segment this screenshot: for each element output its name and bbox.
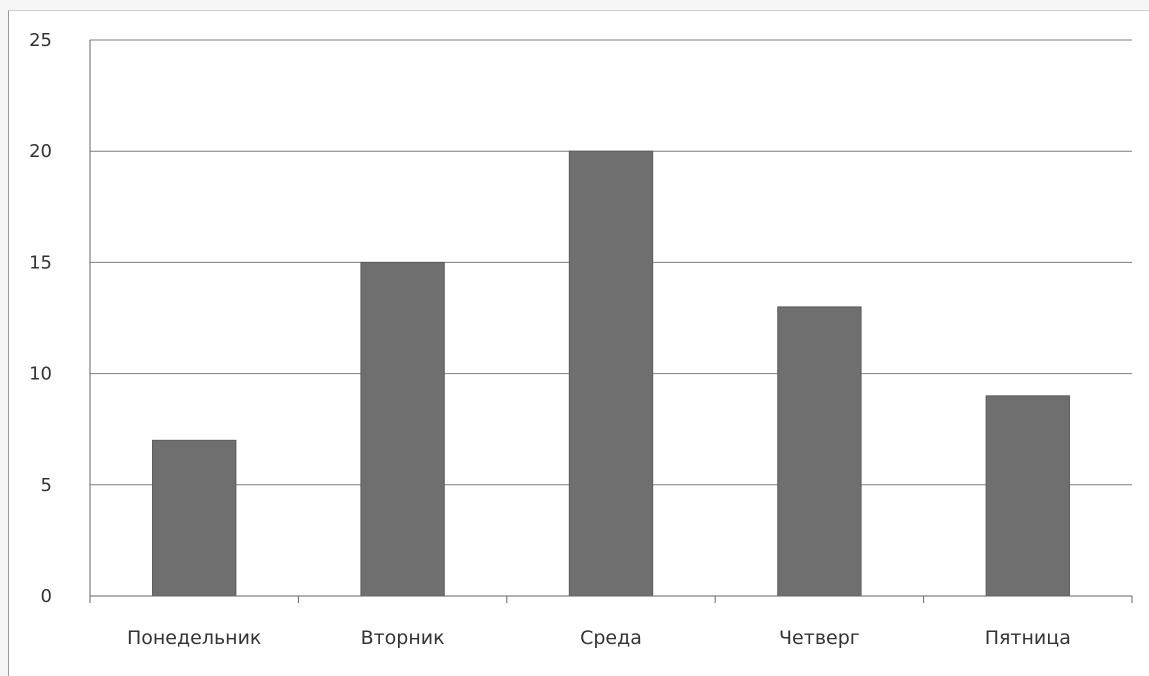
y-tick-label: 5 <box>41 475 52 496</box>
bars <box>152 150 1070 597</box>
axes <box>89 40 1133 603</box>
y-tick-label: 15 <box>29 252 52 273</box>
labels: 0 5 10 15 20 25 Понедельник Вторник Среда Четверг… <box>29 30 1071 649</box>
bar <box>568 150 654 597</box>
bar <box>985 395 1070 597</box>
y-tick-label: 0 <box>41 586 52 607</box>
y-tick-label: 20 <box>29 141 52 162</box>
bar <box>777 306 862 597</box>
y-tick-label: 10 <box>29 364 52 385</box>
bar <box>360 261 445 597</box>
x-category-label: Вторник <box>361 627 445 649</box>
x-category-label: Четверг <box>779 627 860 649</box>
bar <box>152 439 237 597</box>
y-tick-label: 25 <box>29 30 52 51</box>
x-category-label: Среда <box>580 627 642 649</box>
x-category-label: Понедельник <box>127 627 261 649</box>
x-category-label: Пятница <box>985 627 1071 649</box>
